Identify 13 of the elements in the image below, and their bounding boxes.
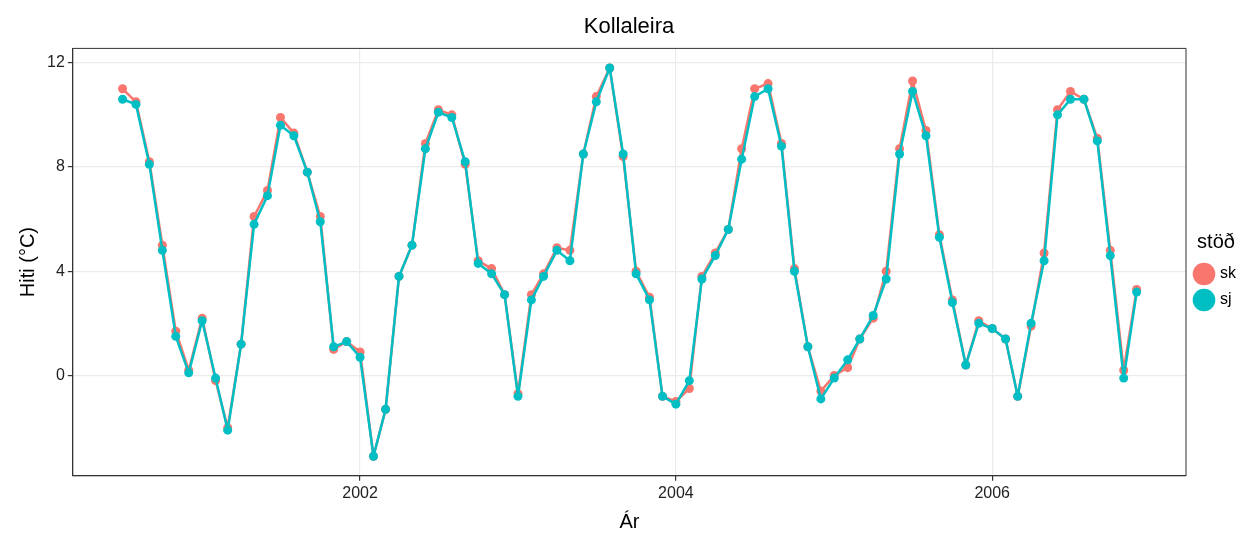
x-tick-label: 2004: [658, 483, 694, 501]
legend-label: sj: [1220, 290, 1232, 308]
y-tick-label: 8: [55, 157, 65, 175]
x-tick-label: 2002: [342, 483, 378, 501]
x-axis-title: Ár: [619, 509, 640, 532]
y-tick-label: 4: [55, 261, 65, 279]
x-tick-label: 2006: [974, 483, 1011, 501]
chart-title: Kollaleira: [583, 13, 676, 39]
y-tick-label: 12: [47, 53, 65, 71]
y-axis-title: Hiti (°C): [15, 226, 38, 298]
y-tick-label: 0: [55, 365, 65, 383]
legend-label: sk: [1220, 264, 1237, 282]
legend-title: stöð: [1197, 229, 1235, 252]
